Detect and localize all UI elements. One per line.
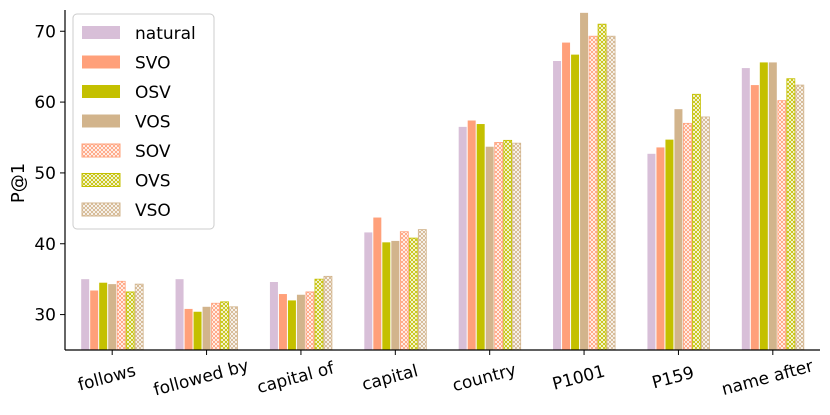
bar-vso-country [512,142,522,351]
bar-vos-p1001 [580,12,589,350]
bar-vos-country [485,146,494,350]
bar-osv-p1001 [571,54,580,350]
y-ticks-group: 30 40 50 60 70 [34,22,65,326]
bar-osv-name-after [759,62,768,351]
bar-vso-capital [417,229,427,351]
x-tick-label: capital [360,361,420,395]
bar-svo-name-after [750,85,759,350]
legend-label-osv: OSV [135,83,171,103]
bar-sov-p159 [683,122,692,351]
bar-vso-p1001 [606,35,616,351]
bar-osv-p159 [665,139,674,350]
bar-sov-p1001 [588,35,598,351]
bar-vos-capital-of [296,294,305,350]
bar-natural-country [458,126,467,350]
bar-natural-p1001 [553,61,562,350]
y-tick-label: 50 [34,164,56,184]
bar-svo-p1001 [562,42,571,350]
bar-natural-capital [364,232,373,350]
bar-sov-name-after [777,100,787,351]
bar-osv-country [476,124,485,351]
bar-natural-p159 [647,153,656,350]
bar-ovs-follows [125,291,135,351]
bar-osv-followed-by [193,311,202,350]
bar-ovs-country [503,139,513,351]
x-ticks-group: follows followed by capital of capital count… [76,350,816,401]
bar-vos-capital [391,240,400,350]
legend-label-natural: natural [135,24,196,44]
x-tick-label: country [450,360,518,396]
bar-osv-capital-of [287,300,296,350]
bar-svo-p159 [656,147,665,350]
axes-group [64,10,820,351]
x-tick-label: follows [76,361,138,396]
bar-sov-followed-by [211,302,220,351]
bar-vos-name-after [768,62,777,351]
bar-vso-follows [134,283,144,351]
legend-label-ovs: OVS [135,172,171,192]
legend-swatch-vos [82,114,120,128]
legend-swatch-sov [81,143,121,158]
y-tick-label: 30 [34,306,56,326]
bars-group [81,12,805,351]
bar-ovs-capital [408,237,418,351]
bar-natural-capital-of [269,282,278,350]
bar-ovs-p1001 [597,23,607,351]
bar-svo-country [467,120,476,350]
legend-swatch-ovs [81,173,121,187]
legend-swatch-vso [81,202,121,217]
bar-vso-followed-by [229,306,238,351]
bar-sov-capital [399,231,409,351]
bar-vos-followed-by [202,306,211,350]
bar-vso-capital-of [323,275,333,351]
bar-svo-capital-of [278,294,287,350]
bar-ovs-followed-by [220,301,229,351]
x-tick-label: capital of [255,358,337,398]
y-tick-label: 40 [34,235,56,255]
legend-label-sov: SOV [135,142,171,162]
bar-natural-followed-by [175,279,184,350]
bar-ovs-capital-of [314,278,324,351]
x-tick-label: followed by [152,356,252,401]
y-tick-label: 70 [34,22,56,42]
y-axis-label: P@1 [8,163,29,203]
legend-label-vso: VSO [135,201,171,221]
legend: natural SVO OSV VOS SOV OVS VSO [72,13,215,230]
legend-label-vos: VOS [135,113,171,133]
bar-ovs-name-after [786,78,796,351]
x-tick-label: P1001 [550,362,607,395]
bar-svo-followed-by [184,308,193,350]
bar-vos-p159 [674,109,683,351]
y-tick-label: 60 [34,93,56,113]
x-tick-label: P159 [650,363,696,393]
bar-natural-name-after [741,68,750,350]
bar-svo-follows [90,290,99,350]
bar-sov-follows [116,280,126,351]
bar-ovs-p159 [692,93,701,351]
bar-natural-follows [81,279,90,350]
x-tick-label: name after [720,356,816,400]
bar-vso-name-after [795,84,805,351]
bar-sov-country [494,142,504,351]
bar-sov-capital-of [305,291,315,351]
legend-swatch-svo [82,55,120,69]
legend-swatch-natural [82,26,120,39]
bar-svo-capital [373,217,382,350]
bar-vos-follows [108,284,117,350]
bar-osv-follows [99,282,108,350]
bar-osv-capital [382,242,391,350]
legend-swatch-osv [82,85,120,98]
bar-vso-p159 [701,116,710,351]
legend-label-svo: SVO [135,54,171,74]
